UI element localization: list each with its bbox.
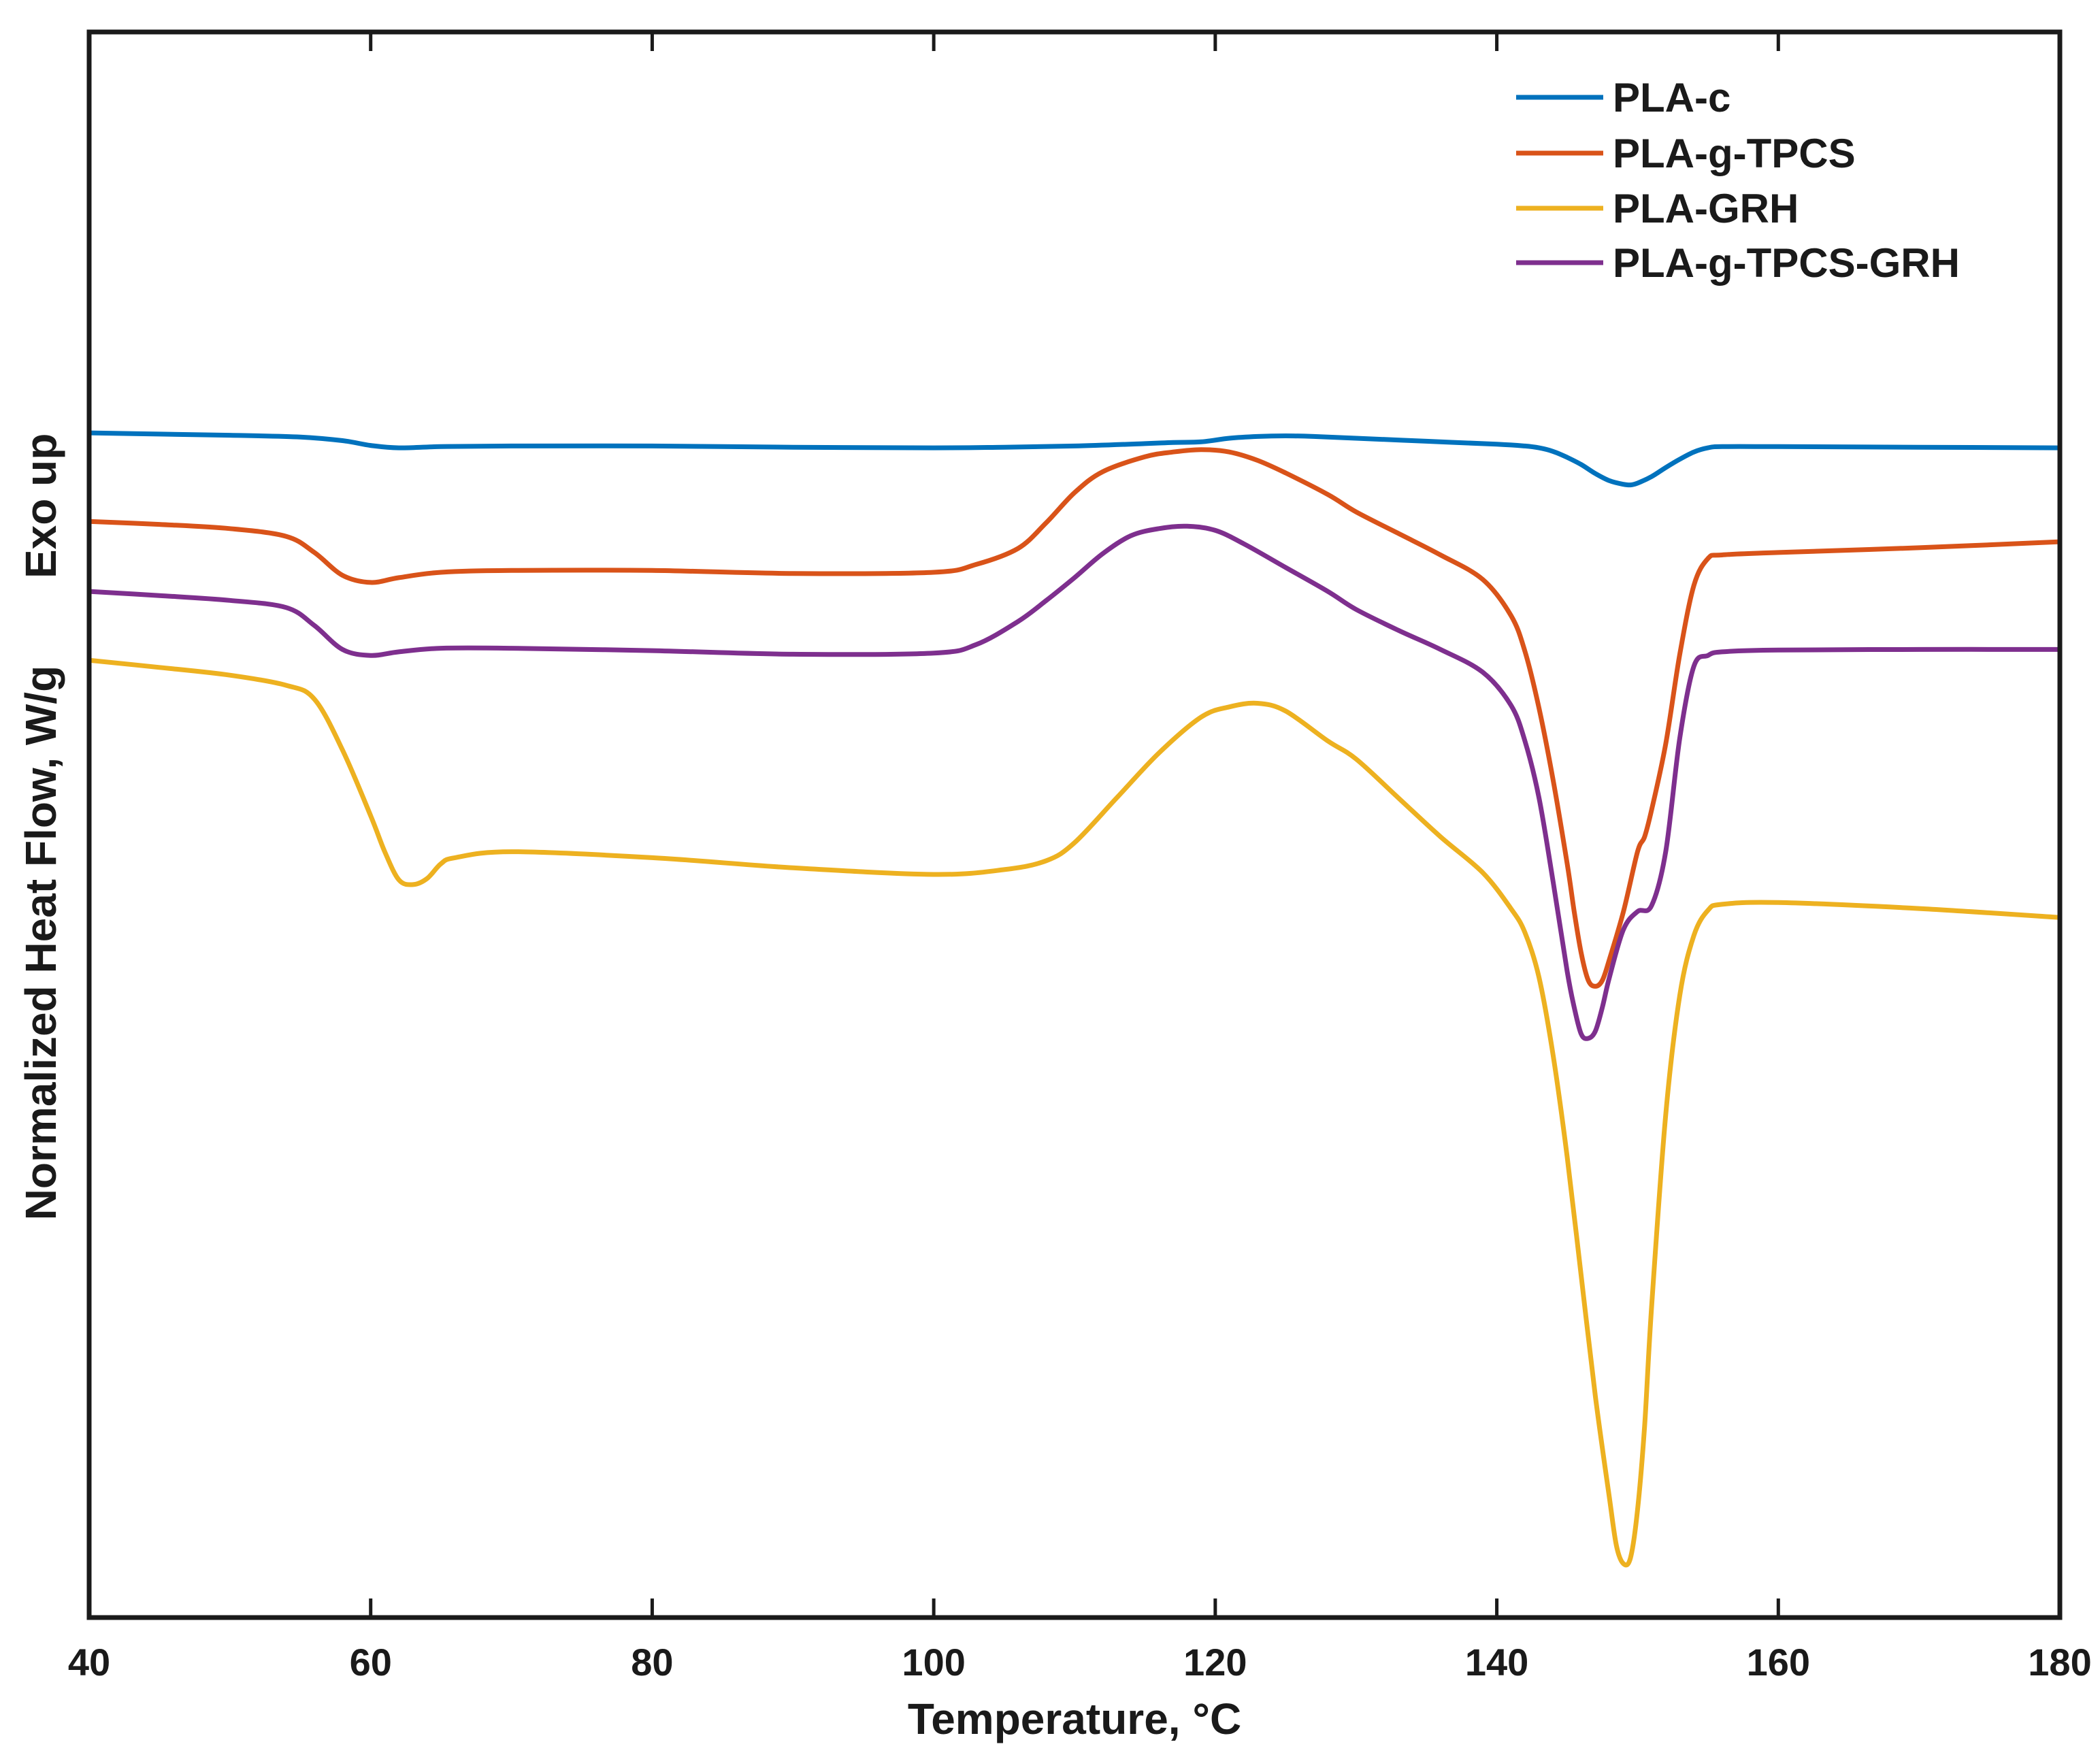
- y-axis-label-direction: Exo up: [16, 433, 65, 578]
- legend-label-pla-g-tpcs: PLA-g-TPCS: [1613, 131, 1856, 176]
- series-layer: [89, 430, 2060, 1568]
- plot-area-frame: [86, 29, 2063, 1620]
- x-tick-label-140: 140: [1465, 1641, 1528, 1684]
- legend-label-pla-g-tpcs-grh: PLA-g-TPCS-GRH: [1613, 240, 1960, 286]
- series-line-pla-g-tpcs-grh: [89, 523, 2060, 1041]
- y-axis-label: Normalized Heat Flow, W/g Exo up: [16, 433, 65, 1221]
- series-line-pla-grh: [89, 657, 2060, 1568]
- series-line-pla-c: [89, 430, 2060, 488]
- x-axis-label: Temperature, °C: [908, 1694, 1241, 1743]
- x-tick-label-120: 120: [1183, 1641, 1247, 1684]
- y-axis-label-main: Normalized Heat Flow, W/g: [16, 666, 65, 1220]
- legend-label-pla-c: PLA-c: [1613, 75, 1730, 120]
- x-tick-label-40: 40: [68, 1641, 110, 1684]
- x-axis-tick-labels: 40 60 80 100 120 140 160 180: [68, 1641, 2092, 1684]
- series-line-pla-g-tpcs: [89, 447, 2060, 989]
- legend-label-pla-grh: PLA-GRH: [1613, 186, 1799, 231]
- x-axis-ticks: [87, 32, 2062, 1618]
- x-tick-label-80: 80: [631, 1641, 673, 1684]
- x-tick-label-160: 160: [1747, 1641, 1810, 1684]
- x-tick-label-60: 60: [350, 1641, 392, 1684]
- x-tick-label-180: 180: [2028, 1641, 2091, 1684]
- x-tick-label-100: 100: [902, 1641, 965, 1684]
- legend: PLA-c PLA-g-TPCS PLA-GRH PLA-g-TPCS-GRH: [1516, 75, 1960, 286]
